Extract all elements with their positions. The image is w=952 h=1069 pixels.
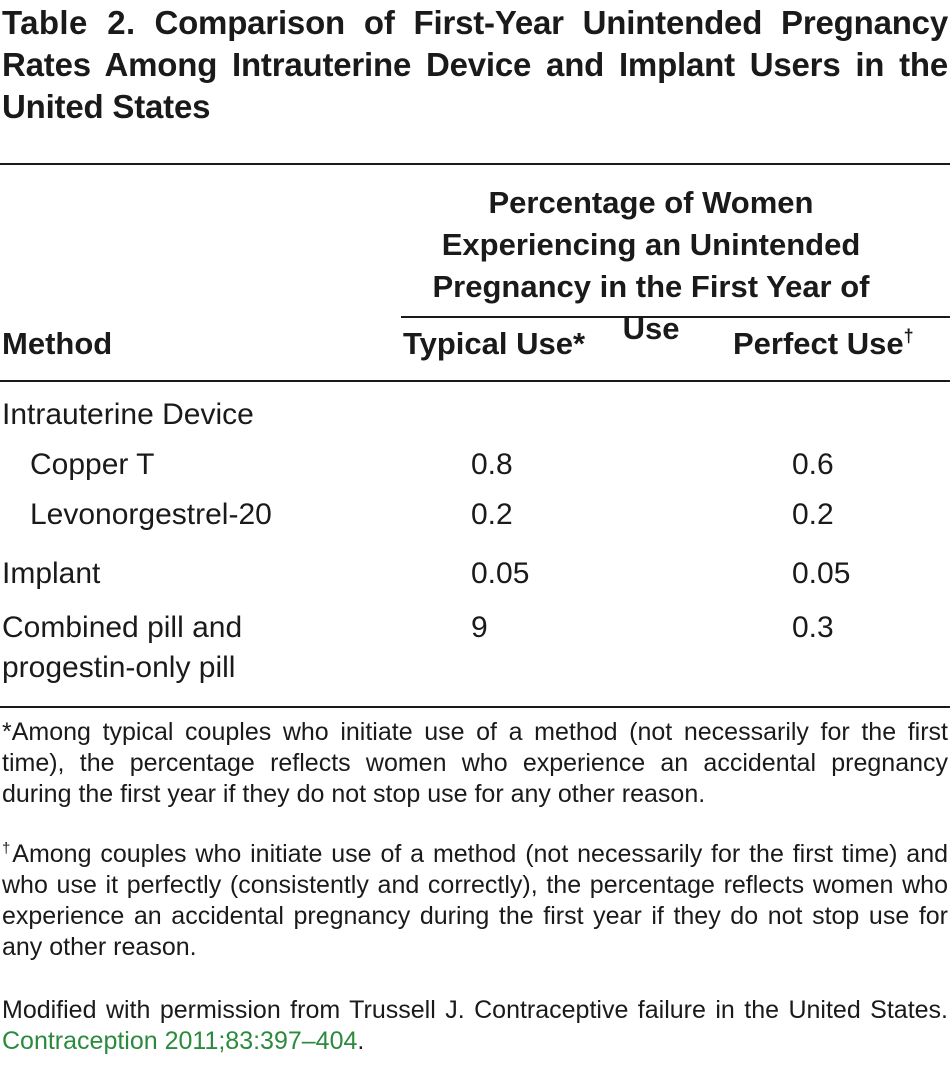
row-perfect-levonorgestrel: 0.2	[792, 498, 834, 531]
citation-end: .	[357, 1027, 365, 1055]
column-header-method: Method	[2, 326, 113, 361]
row-typical-levonorgestrel: 0.2	[471, 498, 513, 531]
footnote-dagger-mark: †	[2, 840, 13, 857]
row-method-intrauterine-device: Intrauterine Device	[2, 398, 254, 431]
source-note: Modified with permission from Trussell J…	[2, 995, 948, 1057]
footnote-perfect-use: †Among couples who initiate use of a met…	[2, 839, 948, 963]
column-header-perfect-use: Perfect Use†	[733, 322, 914, 366]
citation-link[interactable]: Contraception 2011;83:397–404	[2, 1027, 358, 1055]
row-method-combined-pill: Combined pill and progestin-only pill	[2, 611, 243, 684]
source-note-text: Modified with permission from Trussell J…	[2, 996, 948, 1024]
row-perfect-copper-t: 0.6	[792, 448, 834, 481]
table-top-rule	[0, 163, 950, 165]
column-header-typical-use: Typical Use*	[403, 326, 586, 361]
row-method-implant: Implant	[2, 557, 101, 590]
table-bottom-rule	[0, 706, 950, 708]
row-typical-copper-t: 0.8	[471, 448, 513, 481]
row-perfect-implant: 0.05	[792, 557, 851, 590]
dagger-mark: †	[903, 326, 914, 346]
column-group-rule	[401, 316, 950, 318]
table-label: Table 2.	[2, 4, 136, 41]
table-title-text: Comparison of First-Year Unintended Preg…	[2, 4, 948, 125]
table-title: Table 2. Comparison of First-Year Uninte…	[2, 2, 948, 128]
row-method-copper-t: Copper T	[30, 448, 155, 481]
row-method-levonorgestrel: Levonorgestrel-20	[30, 498, 272, 531]
row-typical-implant: 0.05	[471, 557, 530, 590]
row-perfect-combined-pill: 0.3	[792, 611, 834, 644]
header-bottom-rule	[0, 380, 950, 382]
footnote-perfect-use-text: Among couples who initiate use of a meth…	[2, 840, 949, 961]
row-typical-combined-pill: 9	[471, 611, 488, 644]
column-header-perfect-use-text: Perfect Use	[733, 326, 904, 361]
footnote-typical-use: *Among typical couples who initiate use …	[2, 718, 948, 808]
